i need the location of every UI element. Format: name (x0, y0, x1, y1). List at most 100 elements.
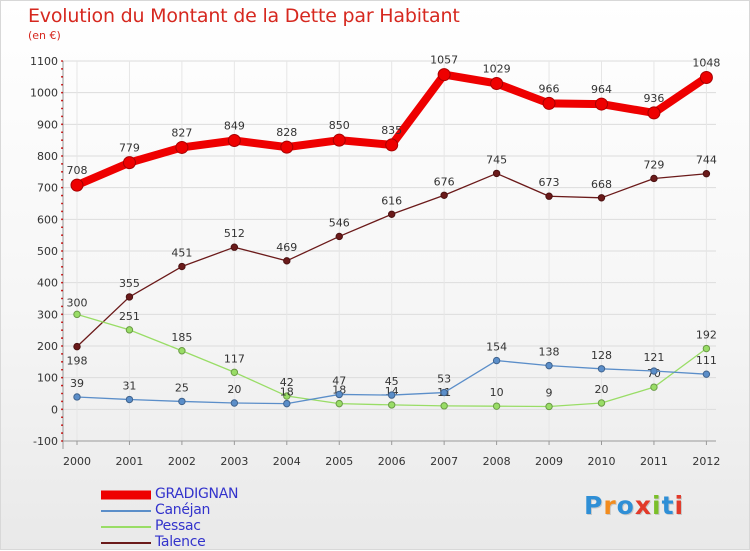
y-axis-dot (61, 392, 63, 395)
y-axis-dot (61, 131, 63, 134)
data-label-gradignan: 966 (539, 82, 560, 95)
legend-swatch-gradignan (101, 490, 151, 500)
data-point-talence (597, 194, 606, 202)
y-axis-dot (61, 297, 63, 300)
y-axis-dot (61, 115, 63, 118)
y-axis-dot (61, 186, 63, 189)
data-label-talence: 616 (381, 194, 402, 207)
x-tick-label: 2004 (273, 455, 301, 468)
data-label-canjan: 154 (486, 341, 507, 354)
y-axis-dot (61, 281, 63, 284)
data-label-talence: 676 (434, 175, 455, 188)
x-tick-label: 2002 (168, 455, 196, 468)
logo-letter: i (674, 491, 685, 520)
data-point-gradignan (227, 133, 241, 147)
y-axis-dot (61, 123, 63, 126)
data-label-pessac: 20 (595, 383, 609, 396)
x-tick-label: 2009 (535, 455, 563, 468)
data-point-talence (388, 210, 396, 218)
y-axis-dot (61, 360, 63, 363)
legend-label-pessac: Pessac (155, 518, 201, 534)
data-point-gradignan (647, 106, 661, 120)
data-point-gradignan (280, 140, 294, 154)
y-axis-dot (61, 163, 63, 165)
data-label-talence: 469 (276, 241, 297, 254)
data-point-canjan (650, 367, 658, 375)
y-tick-label: 300 (37, 308, 58, 321)
data-point-canjan (597, 365, 606, 373)
y-axis-dot (61, 226, 63, 229)
data-label-talence: 198 (67, 355, 88, 368)
y-tick-label: 700 (37, 182, 58, 195)
data-label-canjan: 128 (591, 349, 612, 362)
data-label-canjan: 25 (175, 381, 189, 394)
y-axis-dot (61, 337, 63, 339)
proxiti-logo: Proxiti (584, 491, 684, 520)
x-tick-label: 2001 (115, 455, 143, 468)
y-axis-dot (61, 107, 63, 110)
data-point-canjan (388, 391, 396, 399)
data-point-gradignan (595, 97, 608, 111)
y-axis-dot (61, 75, 63, 78)
data-label-gradignan: 964 (591, 83, 612, 96)
data-label-gradignan: 1029 (483, 62, 511, 75)
y-axis-dot (61, 329, 63, 332)
y-axis-dot (61, 250, 63, 252)
legend-label-canjan: Canéjan (155, 502, 211, 518)
y-tick-label: 800 (37, 150, 58, 163)
data-label-gradignan: 1048 (692, 56, 720, 69)
y-axis-dot (61, 321, 63, 324)
y-axis-dot (61, 305, 63, 308)
x-tick-label: 2008 (483, 455, 511, 468)
data-point-pessac (388, 401, 396, 409)
y-tick-label: -100 (33, 435, 58, 448)
y-axis-dot (61, 313, 63, 316)
data-label-gradignan: 1057 (430, 54, 458, 67)
y-axis-dot (61, 345, 63, 347)
data-label-pessac: 251 (119, 310, 140, 323)
data-label-canjan: 45 (385, 375, 399, 388)
data-label-talence: 355 (119, 277, 140, 290)
data-label-canjan: 47 (332, 374, 346, 387)
y-axis-dot (61, 376, 63, 379)
data-point-talence (73, 342, 81, 351)
data-point-talence (283, 257, 291, 265)
logo-letter: x (634, 491, 652, 520)
data-label-canjan: 20 (227, 383, 241, 396)
data-label-talence: 546 (329, 216, 350, 229)
y-axis-dot (61, 178, 63, 181)
data-point-pessac (73, 310, 81, 319)
y-tick-label: 600 (37, 213, 58, 226)
data-label-canjan: 138 (539, 346, 560, 359)
data-point-talence (492, 169, 501, 178)
x-tick-label: 2007 (430, 455, 458, 468)
data-point-talence (440, 191, 448, 199)
data-point-canjan (702, 370, 711, 378)
data-point-gradignan (490, 76, 504, 90)
data-label-canjan: 31 (122, 380, 136, 393)
legend-label-gradignan: GRADIGNAN (155, 486, 239, 502)
y-axis-dot (61, 265, 63, 268)
data-point-gradignan (385, 138, 399, 152)
data-label-pessac: 9 (546, 386, 553, 399)
logo-letter: P (584, 491, 604, 520)
data-point-gradignan (332, 133, 346, 147)
y-axis-dot (61, 416, 63, 419)
data-label-talence: 744 (696, 154, 717, 167)
data-label-pessac: 10 (490, 386, 504, 399)
data-point-canjan (335, 390, 343, 399)
y-axis-dot (61, 68, 63, 70)
data-point-talence (125, 293, 134, 301)
data-point-gradignan (122, 156, 136, 170)
y-axis-dot (61, 83, 63, 86)
data-label-talence: 673 (539, 176, 560, 189)
y-axis-dot (61, 170, 63, 173)
data-point-pessac (597, 399, 606, 407)
legend-label-talence: Talence (155, 534, 206, 550)
chart-title: Evolution du Montant de la Dette par Hab… (28, 5, 460, 27)
legend-swatch-pessac (101, 526, 151, 528)
logo-letter: o (616, 491, 635, 520)
y-axis-dot (61, 155, 63, 157)
y-axis-dot (61, 368, 63, 371)
